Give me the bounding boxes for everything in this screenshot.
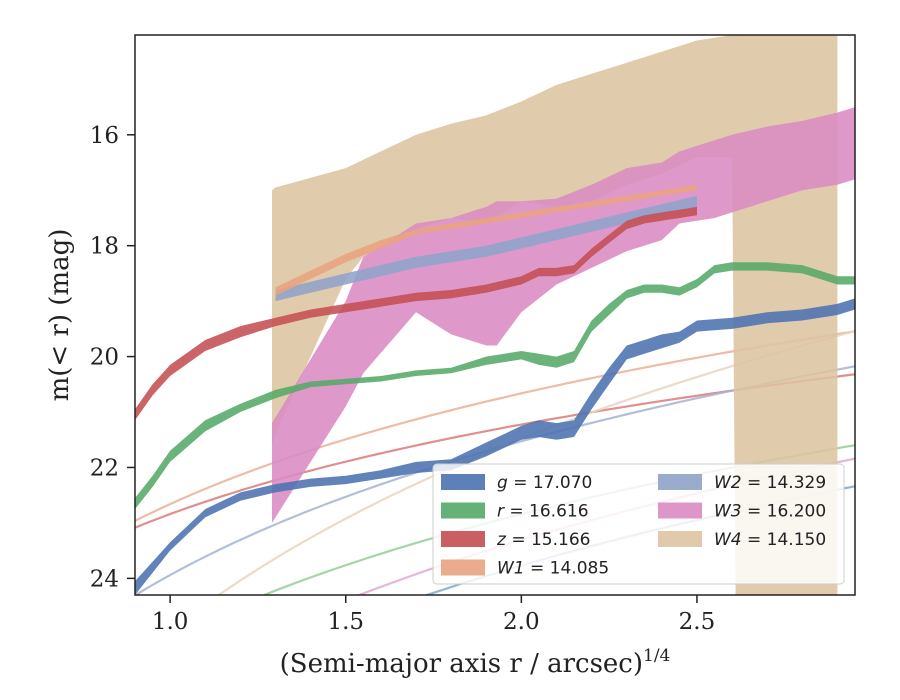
legend-label-5: W2 = 14.329: [714, 473, 826, 493]
profile-band-4: [275, 184, 697, 296]
legend-label-1: g = 17.070: [497, 473, 592, 493]
x-tick-label: 2.0: [503, 609, 540, 635]
legend-swatch-1: [441, 474, 485, 490]
legend-label-6: W3 = 16.200: [714, 502, 826, 522]
legend-box: [432, 463, 845, 585]
profile-band-6: [272, 107, 855, 523]
y-tick-label: 20: [90, 345, 119, 371]
legend: g = 17.070 r = 16.616 z = 15.166 W1 = 14.08…: [432, 463, 845, 585]
legend-swatch-4: [441, 559, 485, 576]
legend-swatch-3: [441, 531, 485, 547]
legend-swatch-2: [441, 502, 485, 519]
profile-band-1: [135, 298, 855, 595]
legend-label-3: z = 15.166: [496, 530, 590, 550]
legend-label-2: r = 16.616: [497, 502, 589, 522]
axis-ticks: 1.0 1.5 2.0 2.5 16 18 20 22 24: [90, 123, 716, 635]
x-axis-title: (Semi-major axis r / arcsec)1/4: [280, 646, 671, 679]
x-tick-label: 2.5: [679, 609, 716, 635]
y-tick-label: 16: [90, 123, 119, 149]
legend-label-4: W1 = 14.085: [497, 559, 609, 579]
profile-band-7: [272, 35, 838, 595]
legend-label-7: W4 = 14.150: [714, 530, 826, 550]
y-tick-label: 22: [90, 455, 119, 481]
plot-frame: [134, 34, 856, 596]
y-tick-label: 24: [90, 566, 119, 592]
legend-swatch-5: [658, 474, 702, 490]
profile-bands: [135, 35, 855, 595]
profile-band-5: [275, 195, 697, 302]
x-tick-label: 1.5: [327, 609, 364, 635]
y-tick-label: 18: [90, 234, 119, 260]
legend-swatch-7: [658, 531, 702, 547]
legend-swatch-6: [658, 502, 702, 519]
y-axis-title: m(< r) (mag): [45, 229, 75, 402]
x-tick-label: 1.0: [152, 609, 189, 635]
